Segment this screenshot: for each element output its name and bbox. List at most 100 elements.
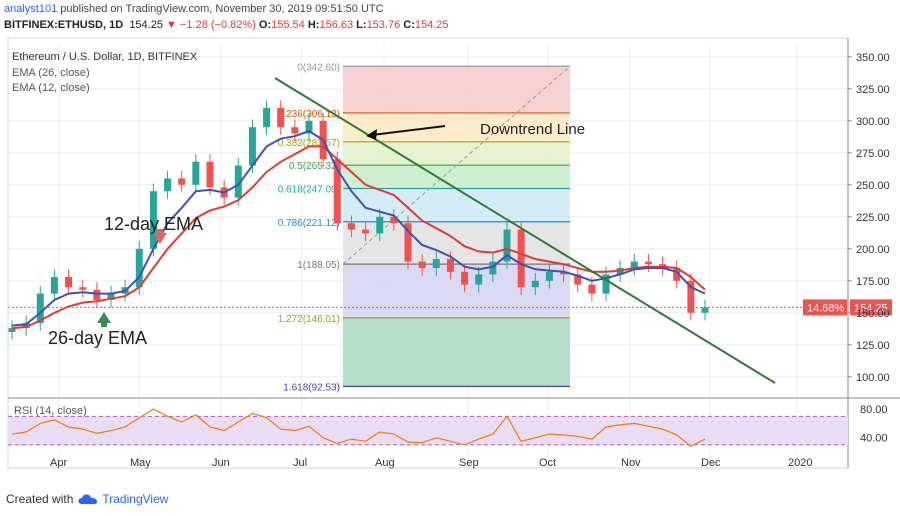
fib-zone [343,112,570,142]
y-tick-label: 150.00 [856,308,890,320]
change-arrow-icon: ▼ [166,19,177,31]
downtrend-line-group[interactable]: 14.68% 154.25 [97,77,892,384]
y-tick-label: 275.00 [856,148,890,160]
candles [8,100,709,340]
last-price: 154.25 [129,19,163,31]
x-tick-label: Sep [459,457,479,469]
footer: Created with TradingView [6,492,168,506]
candle-body [22,323,30,329]
candle-body [489,261,497,275]
y-tick-label: 100.00 [856,372,890,384]
candle-body [602,274,610,294]
y-tick-label: 325.00 [856,84,890,96]
axes: 100.00 125.00 150.00 175.00 200.00 225.00 250.… [7,37,900,469]
candle-body [461,271,469,285]
low-label: L: [356,19,367,31]
rsi-tick-label: 80.00 [860,404,888,416]
up-arrow-stem [101,322,107,327]
candle-body [531,280,539,288]
high-label: H: [307,19,320,31]
candle-body [192,161,200,185]
y-tick-label: 175.00 [856,276,890,288]
up-arrow-icon [97,312,111,323]
fib-zone [343,264,570,318]
ema26-line [11,145,706,330]
chart-labels: Ethereum / U.S. Dollar, 1D, BITFINEX EMA… [12,51,585,417]
annotation-arrow-line [371,125,446,136]
y-tick-label: 250.00 [856,180,890,192]
open-value: 155.54 [271,19,305,31]
x-tick-label: Jul [293,457,307,469]
close-value: 154.25 [414,19,449,31]
candle-body [263,108,271,128]
price-tag [850,299,892,316]
candle-body [107,293,115,300]
close-label: C: [403,19,415,31]
created-with-text: Created with [6,492,74,506]
candle-body [432,259,440,268]
legend-title: Ethereum / U.S. Dollar, 1D, BITFINEX [12,51,198,63]
low-value: 153.76 [366,19,401,31]
x-tick-label: Aug [375,457,395,469]
candle-body [8,328,16,332]
candle-body [135,248,143,288]
price-chart[interactable]: 0(342.60)0.236(306.13)0.382(283.57)0.5(2… [0,36,900,488]
legend-ema12: EMA (12, close) [12,82,90,94]
x-tick-label: Oct [539,457,556,469]
y-tick-label: 200.00 [856,244,890,256]
candle-body [234,165,242,198]
rsi-line [11,408,706,448]
candle-body [277,108,285,128]
percent-tag [803,299,847,316]
candle-body [701,307,709,313]
fib-level-label: 1(188.05) [297,260,340,271]
fib-level-label: 1.272(146.01) [278,314,340,325]
y-tick-label: 125.00 [856,340,890,352]
candle-body [305,120,313,134]
published-text: published on TradingView.com, November 3… [60,3,384,15]
fib-level-label: 0.382(283.57) [278,138,340,149]
chart-area[interactable]: 0(342.60) 0.236(306.13) 0.382(283.57) 0.5(2… [0,36,900,488]
open-label: O: [258,19,272,31]
candle-body [503,229,511,262]
candle-body [588,284,596,294]
down-arrow-stem [157,229,163,234]
candle-body [560,271,568,275]
ema12-line [11,129,706,327]
y-tick-label: 300.00 [856,116,890,128]
percent-tag-text: 14.68% [807,302,845,314]
ema12-annotation: 12-day EMA [104,214,203,234]
candle-body [149,191,157,249]
candle-body [248,127,256,166]
x-tick-label: 2020 [788,457,812,469]
fib-level-label: 0(342.60) [297,62,340,73]
rsi-label: RSI (14, close) [14,405,87,417]
candle-body [630,261,638,268]
candle-body [362,229,370,234]
candle-body [446,259,454,272]
fib-zone [343,66,570,113]
candle-body [545,271,553,281]
rsi-tick-label: 40.00 [860,433,888,445]
x-tick-label: Dec [701,457,721,469]
ohlc-line: BITFINEX:ETHUSD, 1D 154.25 ▼ −1.28 (−0.8… [4,19,449,31]
down-arrow-icon [153,233,167,244]
fib-level-label: 0.618(247.09) [278,185,340,196]
candle-body [347,223,355,230]
fib-zone [343,188,570,222]
fib-level-label: 0.786(221.12) [278,218,340,229]
tradingview-brand-link[interactable]: TradingView [102,492,169,506]
author-link[interactable]: analyst101 [4,3,58,15]
fibonacci-retracement[interactable]: 0(342.60)0.236(306.13)0.382(283.57)0.5(2… [278,62,571,393]
fib-zone [343,317,570,387]
symbol: BITFINEX:ETHUSD, 1D [4,19,124,31]
candle-body [673,268,681,281]
candle-body [644,261,652,265]
candle-body [687,280,695,313]
downtrend-annotation: Downtrend Line [480,121,585,138]
high-value: 156.63 [319,19,354,31]
candle-body [291,127,299,134]
x-tick-label: Apr [50,457,67,469]
candle-body [65,276,73,288]
ema-lines [8,129,848,330]
